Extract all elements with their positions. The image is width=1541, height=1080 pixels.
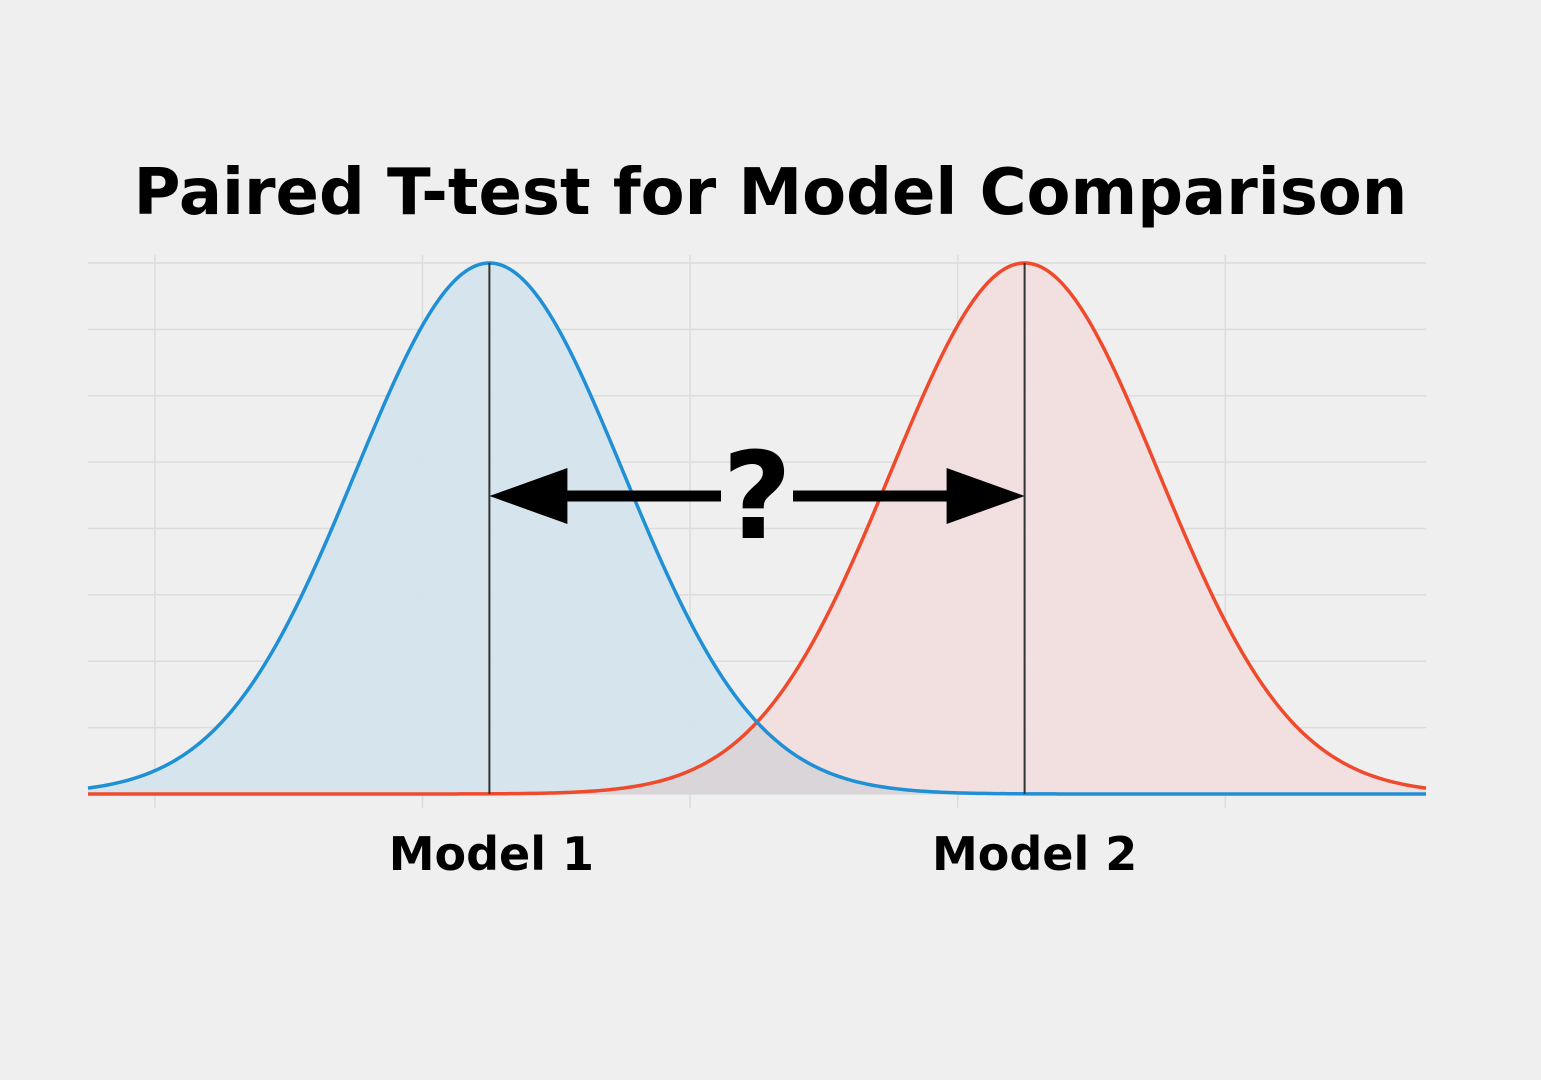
distribution-fills — [88, 263, 1426, 794]
overlap-region — [88, 722, 1426, 794]
model-label-1: Model 1 — [389, 827, 594, 881]
arrowhead-right — [946, 468, 1025, 524]
question-mark: ? — [722, 428, 792, 567]
distribution-fill-2 — [88, 263, 1426, 794]
distribution-fill-1 — [88, 263, 1426, 794]
arrowhead-left — [489, 468, 568, 524]
model-label-2: Model 2 — [932, 827, 1137, 881]
mean-lines — [488, 263, 1026, 794]
difference-arrow: ? — [489, 428, 1025, 567]
diagram-title: Paired T-test for Model Comparison — [133, 156, 1408, 230]
distribution-curves — [87, 261, 1427, 796]
distribution-curve-1 — [87, 261, 1426, 796]
model-labels: Model 1 Model 2 — [389, 827, 1137, 881]
